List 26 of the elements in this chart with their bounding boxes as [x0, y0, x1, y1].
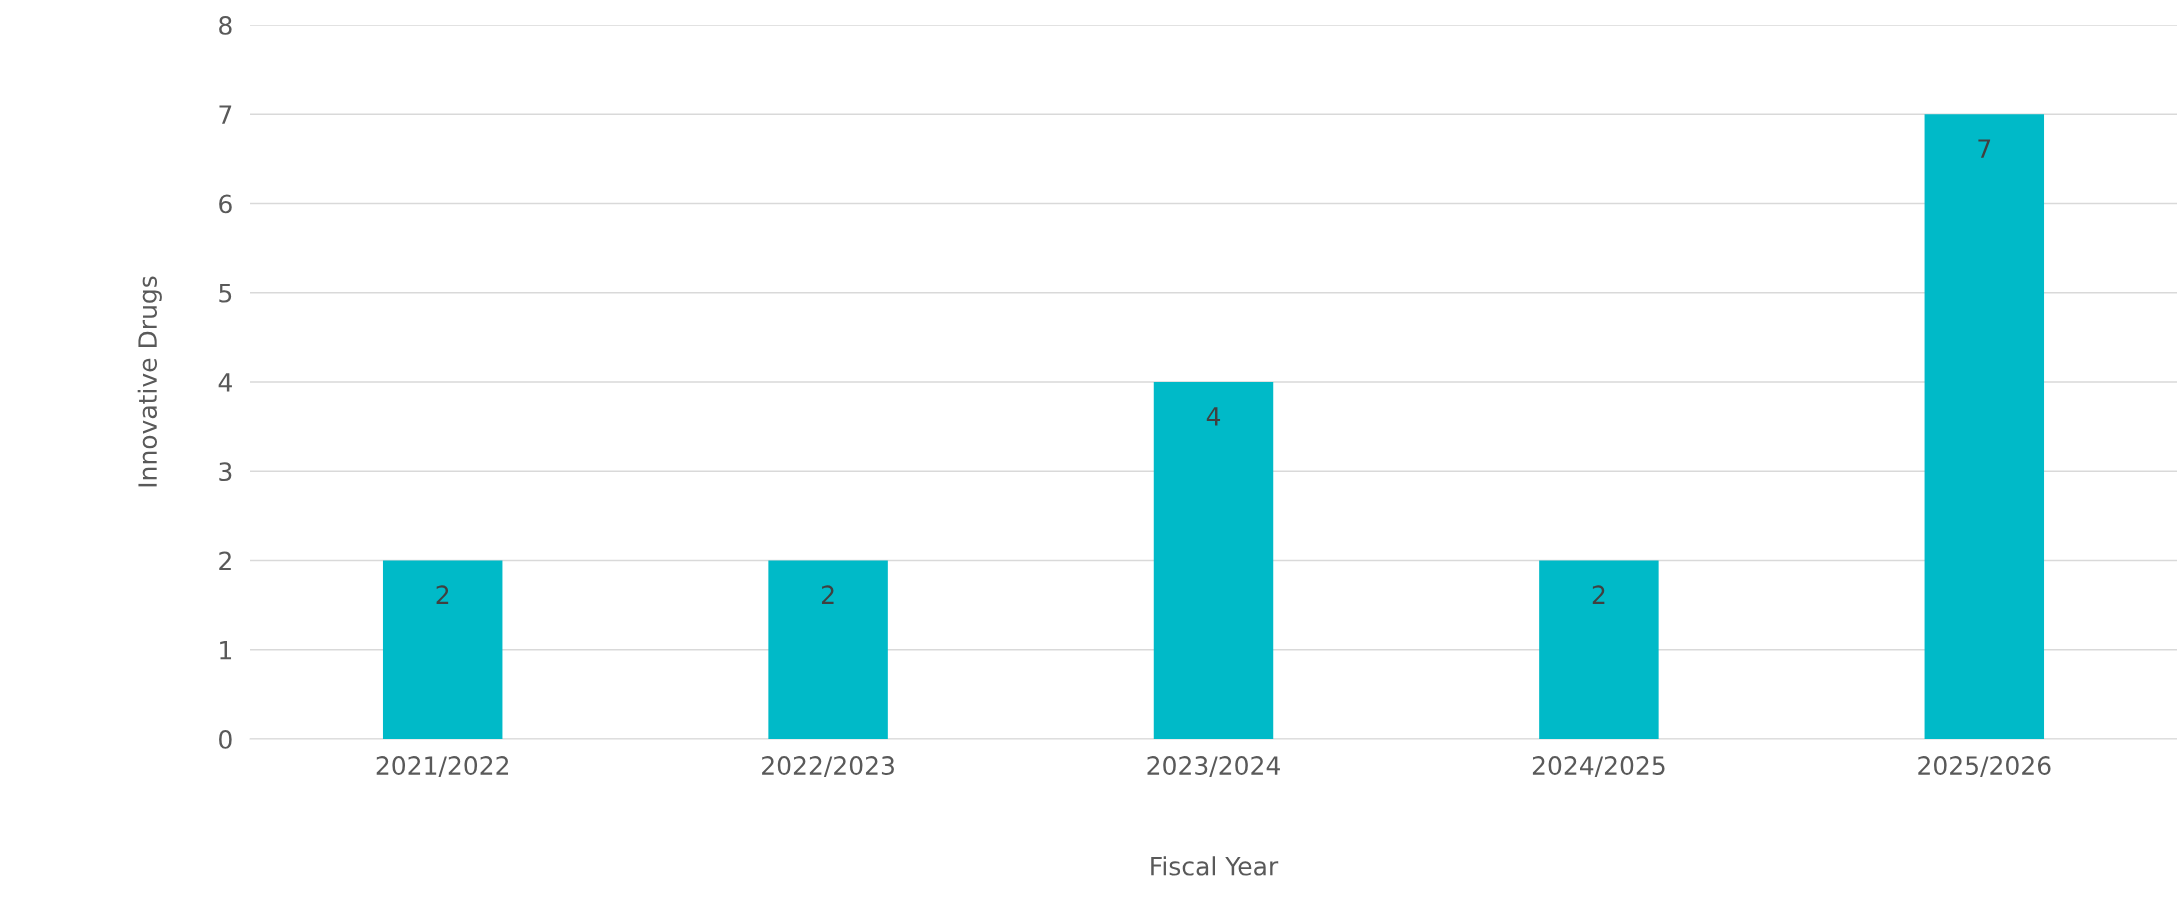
y-tick-label: 0	[219, 729, 232, 749]
y-tick-label: 4	[218, 373, 232, 392]
data-label: 2	[1592, 585, 1605, 604]
bar	[1924, 114, 2045, 739]
data-label: 2	[821, 585, 834, 604]
bar	[768, 560, 888, 739]
y-tick-label: 2	[219, 551, 231, 570]
bar	[1153, 382, 1274, 739]
y-tick-label: 7	[219, 105, 232, 124]
y-tick-label: 8	[219, 15, 232, 35]
bar	[382, 560, 503, 739]
x-tick-label: 2025/2026	[1918, 756, 2051, 777]
x-tick-label: 2023/2024	[1147, 756, 1280, 777]
bar	[1539, 560, 1659, 739]
data-label: 7	[1978, 139, 1991, 158]
y-tick-label: 3	[219, 462, 232, 482]
x-tick-label: 2024/2025	[1532, 756, 1665, 777]
data-label: 4	[1206, 407, 1221, 426]
x-axis-title: Fiscal Year	[1151, 856, 1279, 876]
x-tick-label: 2022/2023	[762, 756, 894, 777]
data-label: 2	[436, 585, 449, 604]
y-tick-label: 5	[219, 284, 232, 303]
x-tick-label: 2021/2022	[376, 756, 509, 777]
y-axis-title: Innovative Drugs	[137, 276, 162, 487]
y-tick-label: 6	[219, 194, 232, 214]
y-tick-label: 1	[220, 641, 232, 660]
